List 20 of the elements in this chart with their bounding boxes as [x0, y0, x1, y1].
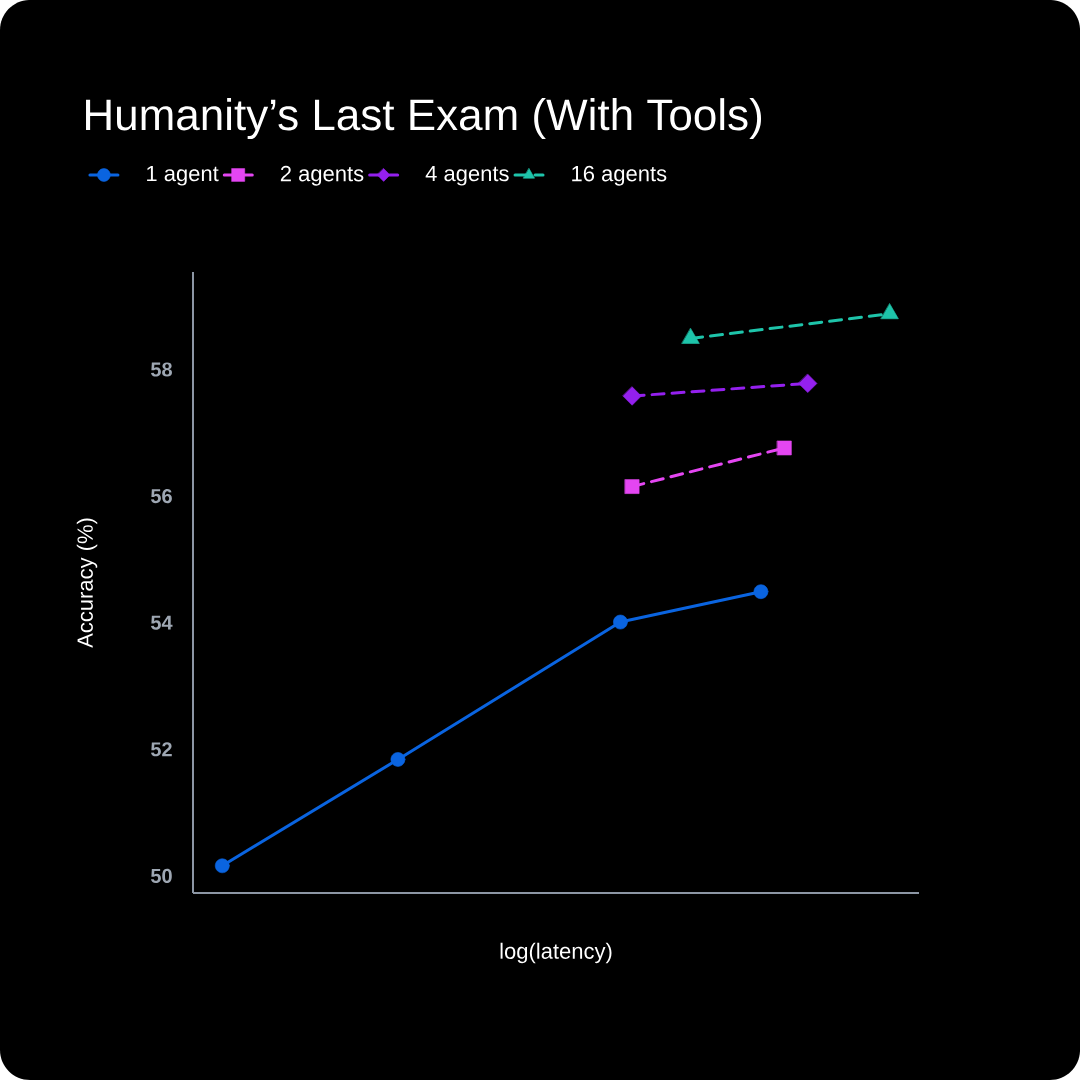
x-axis-title: log(latency)	[500, 942, 612, 964]
y-tick-label: 58	[150, 362, 172, 377]
y-axis-title: Accuracy (%)	[76, 518, 98, 648]
point	[214, 858, 230, 874]
y-tick-label: 50	[150, 868, 172, 883]
point	[798, 373, 818, 393]
y-tick-label: 52	[150, 742, 172, 757]
chart-title: Humanity’s Last Exam (With Tools)	[86, 98, 762, 140]
point	[753, 584, 769, 599]
legend-label: 2 agents	[280, 165, 364, 186]
legend-label: 4 agents	[425, 165, 509, 186]
point	[624, 479, 640, 494]
legend-label: 1 agent	[147, 165, 219, 186]
legend-label: 16 agents	[572, 165, 667, 186]
point	[622, 386, 642, 406]
y-tick-label: 54	[150, 615, 173, 630]
point	[613, 614, 628, 630]
point	[390, 752, 406, 767]
y-tick-label: 56	[150, 489, 172, 504]
point	[777, 440, 792, 456]
